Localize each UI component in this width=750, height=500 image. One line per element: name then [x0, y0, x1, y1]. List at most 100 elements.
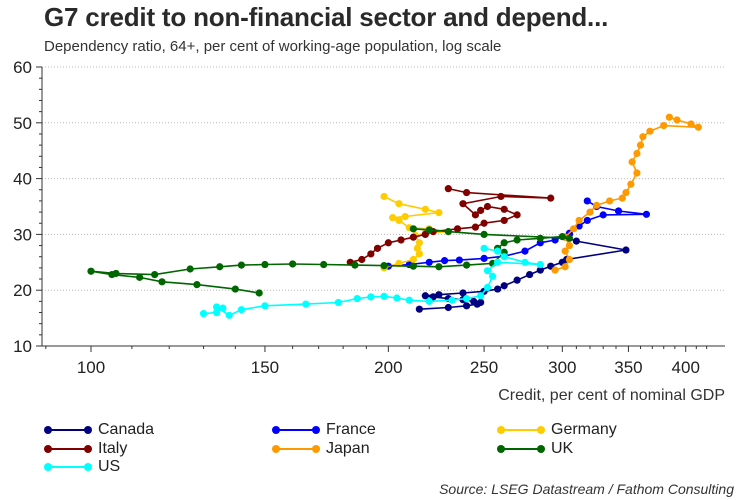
data-point-italy — [384, 239, 392, 247]
data-point-germany — [380, 192, 388, 201]
data-point-france — [480, 254, 488, 262]
data-point-japan — [575, 216, 583, 225]
data-point-japan — [551, 266, 559, 274]
data-point-canada — [622, 246, 630, 254]
data-point-us — [367, 293, 375, 301]
data-point-uk — [558, 233, 566, 241]
data-point-uk — [289, 260, 297, 268]
data-point-us — [380, 292, 388, 300]
legend-label: France — [326, 421, 376, 438]
data-point-italy — [471, 211, 480, 219]
data-point-uk — [231, 285, 239, 293]
data-point-italy — [547, 194, 555, 202]
data-point-germany — [395, 216, 403, 225]
y-tick-label: 10 — [13, 337, 32, 356]
x-tick-label: 100 — [77, 358, 105, 377]
data-point-us — [494, 247, 502, 255]
data-point-germany — [415, 250, 423, 258]
data-point-uk — [112, 269, 120, 278]
data-point-us — [500, 253, 508, 261]
legend-swatch — [44, 425, 92, 435]
data-point-uk — [513, 236, 521, 244]
series-us — [199, 244, 544, 319]
data-point-us — [199, 310, 208, 318]
tick-labels: 10 20 30 40 50 60 100 150 200 250 300 350 400 — [13, 58, 700, 377]
data-point-uk — [158, 278, 166, 286]
data-point-uk — [500, 239, 508, 247]
data-point-canada — [477, 298, 485, 307]
data-point-us — [483, 283, 492, 292]
data-point-italy — [444, 185, 452, 193]
data-point-italy — [397, 236, 405, 244]
data-point-germany — [435, 209, 443, 217]
data-point-canada — [435, 291, 443, 299]
legend-label: US — [98, 458, 121, 475]
legend-swatch — [44, 462, 92, 472]
legend-label: UK — [551, 440, 574, 457]
legend-label: Japan — [326, 440, 370, 457]
data-point-us — [477, 292, 485, 300]
data-point-us — [448, 296, 456, 304]
data-point-japan — [660, 121, 668, 130]
data-point-uk — [462, 261, 471, 269]
data-point-canada — [470, 297, 478, 305]
data-point-germany — [415, 239, 423, 247]
data-point-italy — [513, 211, 521, 219]
data-point-japan — [646, 127, 654, 135]
data-point-japan — [633, 149, 641, 158]
data-point-us — [212, 303, 221, 311]
legend-swatch — [272, 444, 320, 454]
data-point-uk — [480, 230, 488, 238]
data-point-us — [212, 308, 221, 317]
y-tick-label: 40 — [13, 170, 32, 189]
data-point-us — [302, 300, 310, 308]
data-point-uk — [380, 262, 388, 270]
data-point-uk — [409, 225, 417, 233]
data-point-germany — [409, 255, 417, 264]
legend-swatch — [497, 425, 545, 435]
data-point-italy — [459, 200, 467, 208]
legend-swatch — [497, 444, 545, 454]
legend-swatch — [272, 425, 320, 435]
legend-item-italy: Italy — [44, 440, 127, 458]
legend-item-canada: Canada — [44, 421, 154, 439]
data-point-japan — [694, 123, 703, 131]
data-point-canada — [415, 305, 423, 313]
data-point-france — [521, 247, 529, 255]
legend-item-france: France — [272, 421, 376, 439]
data-point-us — [488, 272, 497, 280]
data-point-japan — [636, 141, 645, 149]
data-point-us — [261, 302, 269, 310]
data-point-japan — [665, 113, 673, 121]
data-point-canada — [536, 266, 544, 274]
data-point-france — [583, 216, 591, 225]
source-note: Source: LSEG Datastream / Fathom Consult… — [439, 481, 734, 497]
data-point-italy — [480, 219, 488, 227]
x-axis-label: Credit, per cent of nominal GDP — [498, 387, 725, 404]
data-point-canada — [500, 282, 508, 290]
data-point-us — [462, 294, 471, 303]
x-tick-label: 200 — [374, 358, 402, 377]
data-point-japan — [673, 116, 681, 124]
data-point-japan — [586, 208, 594, 216]
data-point-france — [642, 210, 651, 218]
data-point-italy — [409, 233, 417, 241]
data-point-japan — [628, 158, 636, 166]
data-point-uk — [216, 263, 224, 271]
y-tick-label: 60 — [13, 58, 32, 77]
data-point-france — [425, 258, 433, 266]
y-tick-label: 20 — [13, 281, 32, 300]
legend-label: Italy — [98, 440, 128, 457]
data-point-italy — [358, 255, 366, 264]
data-point-italy — [453, 225, 462, 233]
data-point-uk — [565, 234, 573, 242]
data-point-us — [483, 267, 492, 275]
x-tick-label: 400 — [672, 358, 700, 377]
data-point-uk — [425, 226, 433, 234]
data-point-uk — [261, 260, 269, 269]
data-point-italy — [497, 192, 505, 201]
data-point-us — [521, 258, 529, 266]
data-point-japan — [639, 133, 647, 141]
y-tick-label: 50 — [13, 114, 32, 133]
x-tick-label: 350 — [614, 358, 642, 377]
